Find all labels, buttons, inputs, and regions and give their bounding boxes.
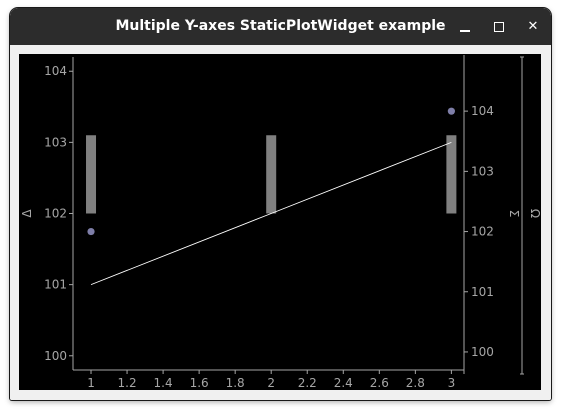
x-tick-label: 1 [87, 376, 95, 390]
bar-1 [86, 135, 97, 214]
x-tick-label: 2.8 [406, 376, 425, 390]
plot-background [19, 54, 541, 390]
delta-tick-label: 103 [44, 135, 67, 149]
maximize-button[interactable] [489, 17, 509, 37]
delta-tick-label: 100 [44, 349, 67, 363]
bar-2 [266, 135, 277, 214]
app-window: Multiple Y-axes StaticPlotWidget example… [10, 8, 551, 400]
close-button[interactable]: ✕ [523, 17, 543, 37]
sigma-tick-label: 102 [471, 225, 494, 239]
close-icon: ✕ [527, 19, 539, 34]
x-tick-label: 2.4 [334, 376, 353, 390]
title-bar[interactable]: Multiple Y-axes StaticPlotWidget example… [10, 8, 551, 45]
x-tick-label: 2.2 [298, 376, 317, 390]
minimize-icon [460, 30, 470, 32]
x-tick-label: 1.6 [190, 376, 209, 390]
multi-axis-plot[interactable]: 1 1.2 1.4 1.6 1.8 2 2.2 2.4 2.6 2.8 3 100 101 102 103 1… [10, 45, 551, 400]
sigma-tick-label: 103 [471, 164, 494, 178]
sigma-axis-title: Σ [507, 210, 521, 218]
x-tick-label: 2.6 [370, 376, 389, 390]
x-tick-label: 1.8 [226, 376, 245, 390]
minimize-button[interactable] [455, 17, 475, 37]
sigma-tick-label: 101 [471, 285, 494, 299]
plot-widget: 1 1.2 1.4 1.6 1.8 2 2.2 2.4 2.6 2.8 3 100 101 102 103 1… [10, 45, 551, 400]
window-title: Multiple Y-axes StaticPlotWidget example [115, 18, 446, 34]
delta-axis-title: Δ [20, 209, 34, 218]
x-tick-label: 1.2 [118, 376, 137, 390]
sigma-tick-label: 104 [471, 104, 494, 118]
delta-tick-label: 102 [44, 207, 67, 221]
scatter-point [447, 107, 455, 115]
sigma-tick-label: 100 [471, 345, 494, 359]
omega-axis-title: Ω [528, 209, 542, 218]
maximize-icon [494, 22, 504, 32]
delta-tick-label: 101 [44, 278, 67, 292]
scatter-point [87, 227, 95, 236]
x-tick-label: 3 [448, 376, 456, 390]
bar-3 [446, 135, 457, 214]
delta-tick-label: 104 [44, 64, 67, 78]
x-tick-label: 2 [267, 376, 275, 390]
x-tick-label: 1.4 [154, 376, 173, 390]
